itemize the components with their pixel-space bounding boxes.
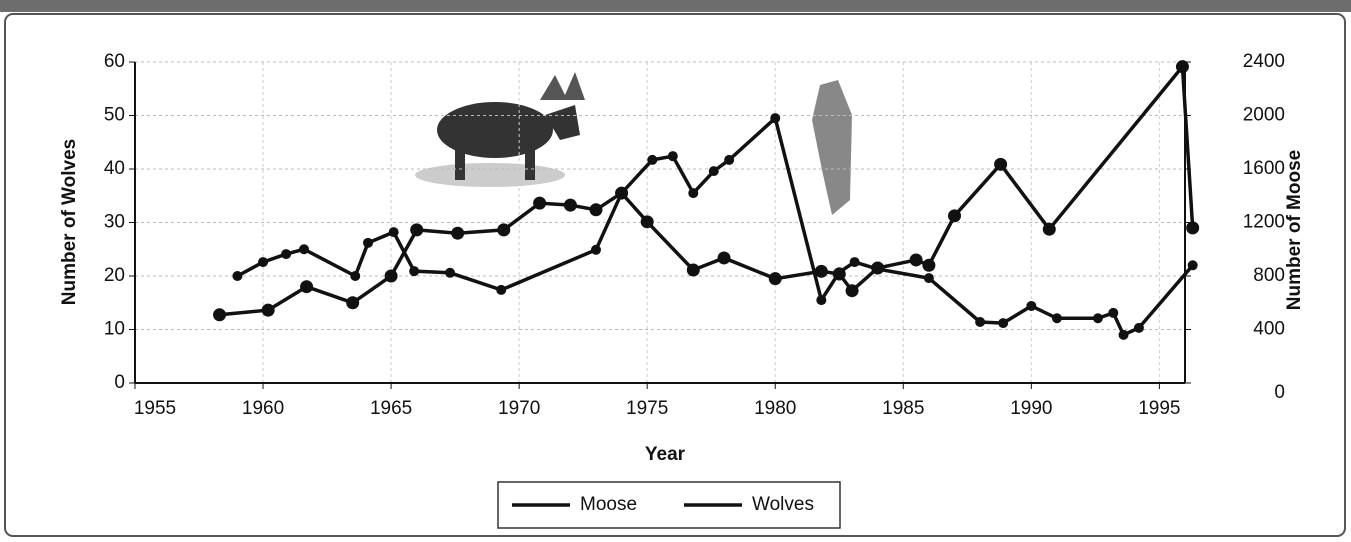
- y2-tick-label: 1200: [1243, 212, 1285, 233]
- marker: [872, 264, 883, 275]
- x-tick-label: 1990: [1010, 398, 1052, 419]
- x-tick-label: 1985: [882, 398, 924, 419]
- marker: [922, 258, 936, 272]
- y-tick-label: 60: [104, 51, 125, 72]
- marker: [261, 303, 275, 317]
- frame: [4, 13, 1346, 537]
- marker: [948, 209, 962, 223]
- y-axis-title: Number of Wolves: [59, 139, 80, 305]
- marker: [496, 284, 507, 295]
- y2-axis-title: Number of Moose: [1284, 150, 1305, 310]
- marker: [998, 318, 1009, 329]
- marker: [770, 113, 781, 124]
- wolf-picture: [812, 80, 852, 215]
- marker: [849, 257, 860, 268]
- marker: [708, 166, 719, 177]
- marker: [1092, 313, 1103, 324]
- marker: [388, 227, 399, 238]
- x-tick-label: 1955: [134, 398, 176, 419]
- x-tick-label: 1960: [242, 398, 284, 419]
- marker: [451, 226, 465, 240]
- marker: [814, 264, 828, 278]
- marker: [445, 267, 455, 278]
- marker: [1186, 221, 1200, 235]
- marker: [346, 296, 360, 310]
- marker: [563, 198, 577, 212]
- marker: [1187, 260, 1198, 271]
- legend-label: Moose: [580, 494, 637, 515]
- y-tick-label: 0: [114, 372, 125, 393]
- marker: [497, 223, 511, 237]
- marker: [300, 280, 314, 294]
- y2-tick-label: 2400: [1243, 51, 1285, 72]
- y2-tick-label: 800: [1253, 265, 1285, 286]
- marker: [384, 269, 398, 283]
- series-line: [219, 62, 1195, 317]
- marker: [590, 244, 601, 255]
- marker: [299, 244, 310, 255]
- x-tick-label: 1980: [754, 398, 796, 419]
- marker: [1118, 329, 1129, 340]
- marker: [768, 272, 782, 286]
- y-tick-label: 50: [104, 105, 125, 126]
- y-tick-label: 30: [104, 212, 125, 233]
- y2-tick-label: 0: [1274, 382, 1285, 403]
- marker: [686, 263, 700, 277]
- marker: [1175, 60, 1189, 74]
- marker: [409, 266, 420, 277]
- marker: [1051, 313, 1062, 324]
- marker: [1026, 300, 1037, 311]
- marker: [816, 295, 827, 306]
- y-tick-label: 40: [104, 158, 125, 179]
- marker: [688, 188, 699, 199]
- x-tick-label: 1965: [370, 398, 412, 419]
- marker: [281, 249, 292, 260]
- x-tick-label: 1975: [626, 398, 668, 419]
- marker: [616, 188, 627, 199]
- marker: [845, 284, 859, 298]
- marker: [834, 267, 845, 278]
- marker: [640, 215, 654, 229]
- y2-tick-label: 2000: [1243, 105, 1285, 126]
- marker: [350, 271, 361, 281]
- marker: [533, 196, 547, 210]
- marker: [589, 203, 603, 217]
- marker: [363, 237, 374, 248]
- top-band: [0, 0, 1351, 12]
- y-tick-label: 20: [104, 265, 125, 286]
- marker: [667, 151, 678, 162]
- y2-tick-label: 1600: [1243, 158, 1285, 179]
- marker: [717, 251, 731, 265]
- marker: [923, 273, 934, 284]
- marker: [258, 257, 269, 268]
- marker: [410, 223, 424, 237]
- y2-tick-label: 400: [1253, 319, 1285, 340]
- marker: [232, 271, 243, 281]
- marker: [1133, 322, 1144, 333]
- legend-label: Wolves: [752, 494, 814, 515]
- marker: [909, 253, 923, 267]
- marker: [975, 317, 986, 328]
- marker: [213, 308, 227, 322]
- marker: [647, 154, 658, 165]
- x-axis-title: Year: [645, 444, 686, 465]
- x-tick-label: 1970: [498, 398, 540, 419]
- x-tick-label: 1995: [1138, 398, 1180, 419]
- y-tick-label: 10: [104, 319, 125, 340]
- marker: [1108, 307, 1119, 318]
- marker: [1042, 222, 1056, 236]
- moose-picture: [415, 72, 585, 187]
- marker: [724, 154, 735, 165]
- marker: [994, 157, 1008, 171]
